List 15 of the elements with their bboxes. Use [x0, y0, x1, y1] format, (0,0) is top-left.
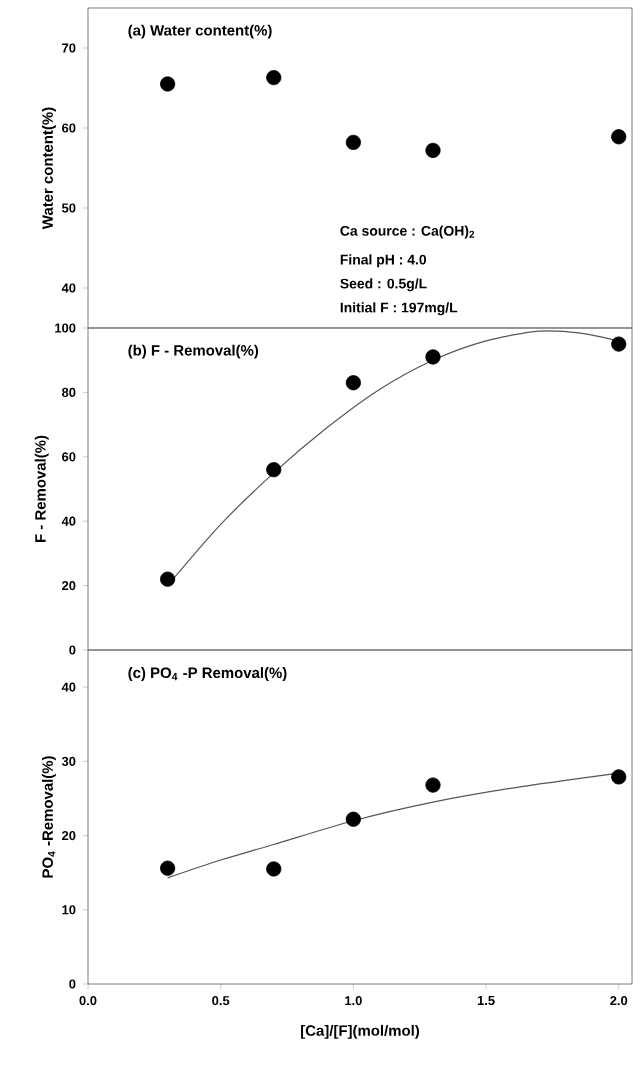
point [266, 861, 282, 877]
point [611, 129, 627, 145]
point [160, 571, 176, 587]
point [160, 76, 176, 92]
point [160, 860, 176, 876]
point [611, 769, 627, 785]
point [345, 811, 361, 827]
point [266, 70, 282, 86]
point [425, 349, 441, 365]
point [266, 462, 282, 478]
point [425, 142, 441, 158]
point [425, 777, 441, 793]
point [345, 375, 361, 391]
point [611, 336, 627, 352]
point [345, 134, 361, 150]
